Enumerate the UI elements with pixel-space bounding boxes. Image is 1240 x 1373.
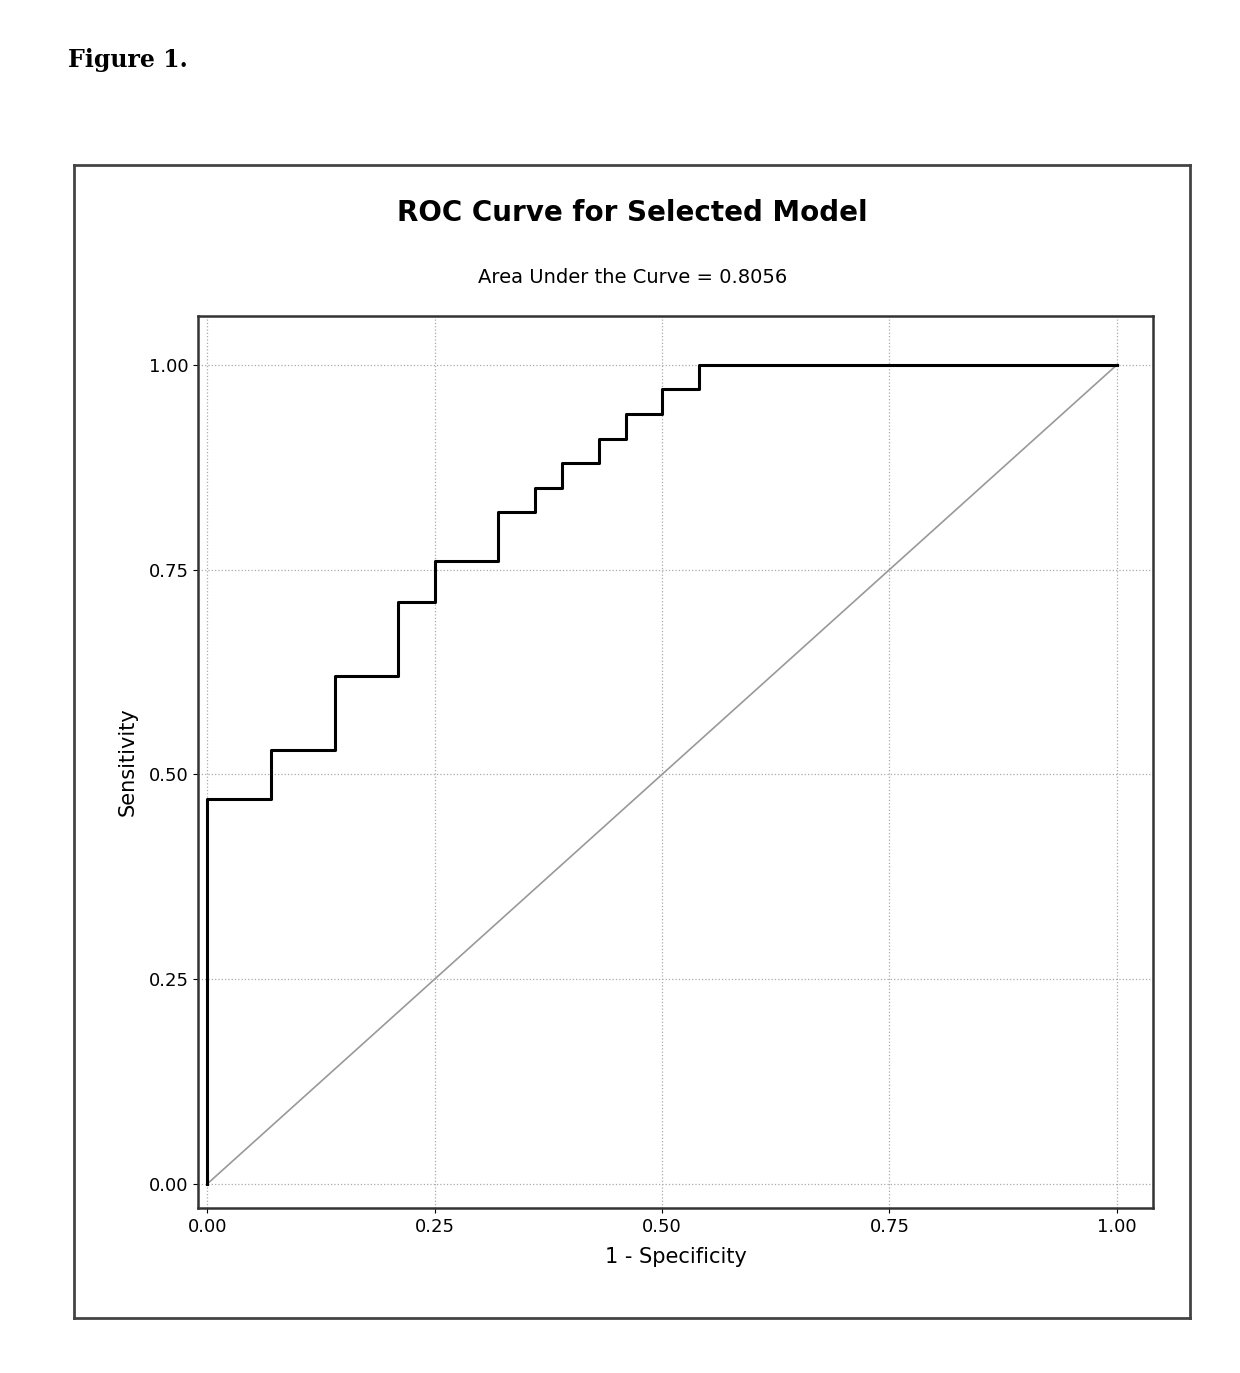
Y-axis label: Sensitivity: Sensitivity [118, 707, 138, 817]
Text: ROC Curve for Selected Model: ROC Curve for Selected Model [397, 199, 868, 227]
Text: Figure 1.: Figure 1. [68, 48, 188, 71]
X-axis label: 1 - Specificity: 1 - Specificity [605, 1247, 746, 1267]
Text: Area Under the Curve = 0.8056: Area Under the Curve = 0.8056 [477, 268, 787, 287]
